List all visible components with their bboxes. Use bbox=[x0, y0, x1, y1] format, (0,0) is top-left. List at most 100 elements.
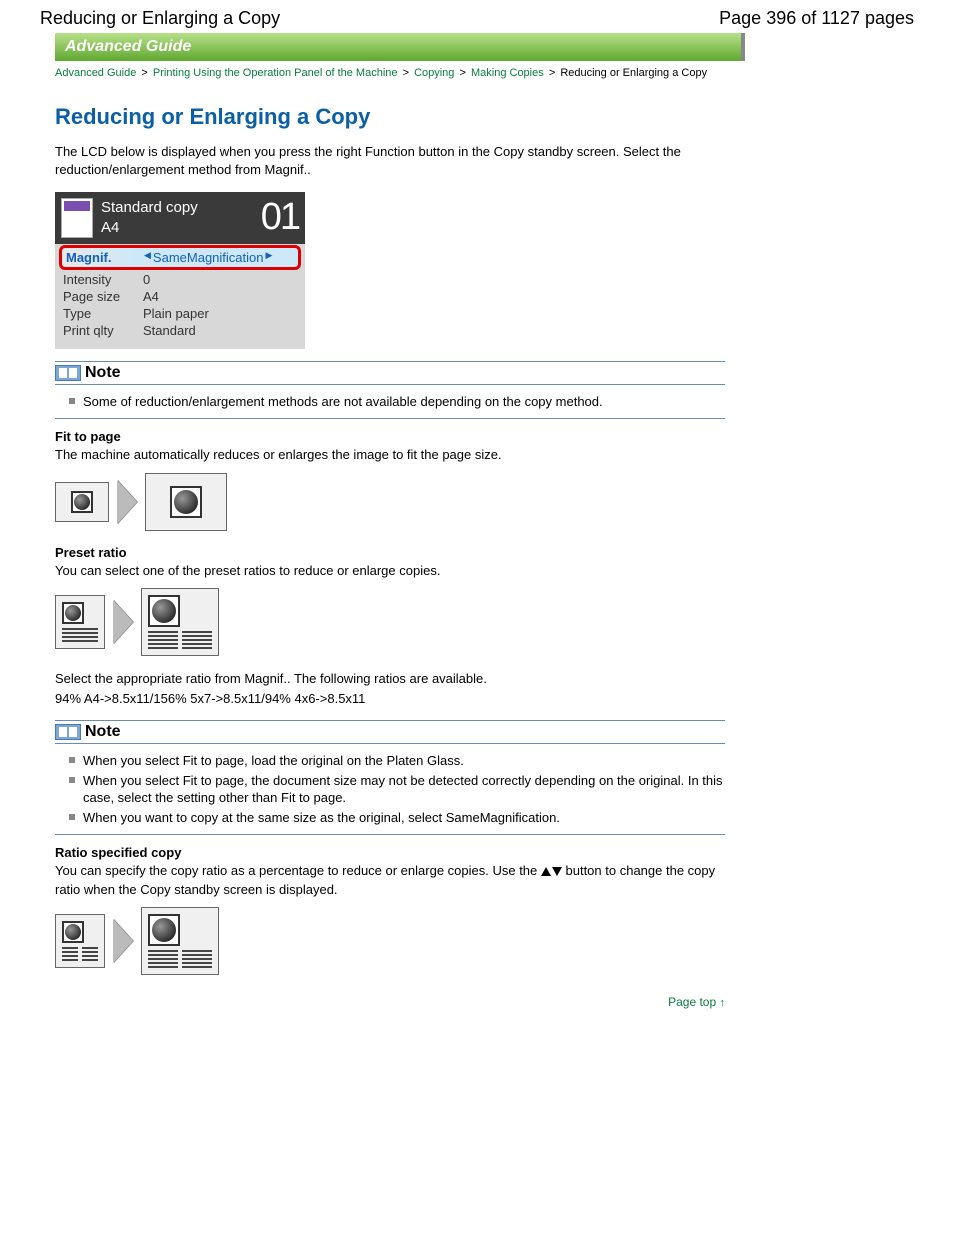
page-top-link[interactable]: Page top bbox=[668, 995, 716, 1009]
globe-icon bbox=[62, 921, 84, 943]
lcd-val: SameMagnification bbox=[153, 250, 264, 265]
banner-text: Advanced Guide bbox=[65, 38, 191, 56]
note-icon bbox=[55, 365, 81, 381]
lcd-header-text: Standard copy A4 bbox=[101, 198, 198, 237]
lcd-key: Intensity bbox=[63, 272, 143, 287]
up-down-button-icon bbox=[541, 867, 562, 876]
lcd-screenshot: Standard copy A4 01 Magnif. ◀ SameMagnif… bbox=[55, 192, 305, 349]
globe-icon bbox=[148, 595, 180, 627]
thumb-doc-large bbox=[141, 588, 219, 656]
page-title: Reducing or Enlarging a Copy bbox=[55, 104, 740, 130]
lcd-val: Standard bbox=[143, 323, 196, 338]
preset-line2: 94% A4->8.5x11/156% 5x7->8.5x11/94% 4x6-… bbox=[55, 690, 740, 708]
ratio-desc: You can specify the copy ratio as a perc… bbox=[55, 862, 740, 898]
preset-title: Preset ratio bbox=[55, 545, 740, 560]
thumb-large bbox=[145, 473, 227, 531]
lcd-count: 01 bbox=[261, 196, 299, 239]
bullet-icon bbox=[69, 777, 75, 783]
advanced-guide-banner: Advanced Guide bbox=[55, 33, 745, 61]
arrow-right-icon bbox=[117, 480, 137, 524]
crumb-sep: > bbox=[547, 67, 557, 79]
lcd-header: Standard copy A4 01 bbox=[55, 192, 305, 244]
bullet-icon bbox=[69, 757, 75, 763]
fit-diagram bbox=[55, 473, 740, 531]
crumb-current: Reducing or Enlarging a Copy bbox=[560, 67, 707, 79]
ratio-title: Ratio specified copy bbox=[55, 845, 740, 860]
note-header: Note bbox=[55, 364, 725, 385]
globe-icon bbox=[62, 602, 84, 624]
note-item: Some of reduction/enlargement methods ar… bbox=[69, 393, 725, 411]
note-text: When you select Fit to page, the documen… bbox=[83, 772, 725, 807]
globe-icon bbox=[170, 486, 202, 518]
lcd-key: Type bbox=[63, 306, 143, 321]
crumb-copying[interactable]: Copying bbox=[414, 67, 454, 79]
crumb-sep: > bbox=[401, 67, 411, 79]
crumb-sep: > bbox=[457, 67, 467, 79]
content: Advanced Guide Advanced Guide > Printing… bbox=[0, 33, 740, 1009]
lcd-val: 0 bbox=[143, 272, 150, 287]
crumb-making-copies[interactable]: Making Copies bbox=[471, 67, 544, 79]
note-box-2: Note When you select Fit to page, load t… bbox=[55, 720, 725, 835]
header-title-right: Page 396 of 1127 pages bbox=[719, 8, 914, 29]
note-text: Some of reduction/enlargement methods ar… bbox=[83, 393, 603, 411]
lcd-row-magnif: Magnif. ◀ SameMagnification ▶ bbox=[59, 245, 301, 270]
thumb-doc-small bbox=[55, 595, 105, 649]
arrow-right-icon bbox=[113, 600, 133, 644]
breadcrumb: Advanced Guide > Printing Using the Oper… bbox=[55, 61, 735, 86]
note-text: When you want to copy at the same size a… bbox=[83, 809, 560, 827]
lcd-val: Plain paper bbox=[143, 306, 209, 321]
note-body: Some of reduction/enlargement methods ar… bbox=[55, 385, 725, 417]
note-header: Note bbox=[55, 723, 725, 744]
note-label: Note bbox=[85, 364, 121, 382]
note-body: When you select Fit to page, load the or… bbox=[55, 744, 725, 832]
crumb-sep: > bbox=[139, 67, 149, 79]
lcd-title: Standard copy bbox=[101, 198, 198, 218]
globe-icon bbox=[71, 491, 93, 513]
note-text: When you select Fit to page, load the or… bbox=[83, 752, 464, 770]
lcd-key: Page size bbox=[63, 289, 143, 304]
note-icon bbox=[55, 724, 81, 740]
thumb-doc-small bbox=[55, 914, 105, 968]
text-lines-icon bbox=[148, 950, 212, 968]
text-lines-icon bbox=[148, 631, 212, 649]
page-header: Reducing or Enlarging a Copy Page 396 of… bbox=[0, 0, 954, 33]
lcd-key: Print qlty bbox=[63, 323, 143, 338]
triangle-left-icon: ◀ bbox=[142, 250, 153, 265]
ratio-desc-a: You can specify the copy ratio as a perc… bbox=[55, 863, 541, 878]
page-top-label: Page top bbox=[668, 995, 716, 1009]
arrow-up-icon: ↑ bbox=[720, 997, 726, 1009]
page-top-link-row: Page top ↑ bbox=[55, 995, 725, 1009]
thumb-small bbox=[55, 482, 109, 522]
triangle-right-icon: ▶ bbox=[263, 250, 274, 265]
lcd-row-pagesize: Page size A4 bbox=[55, 288, 305, 305]
text-lines-icon bbox=[62, 628, 98, 642]
crumb-advanced-guide[interactable]: Advanced Guide bbox=[55, 67, 136, 79]
header-title-left: Reducing or Enlarging a Copy bbox=[40, 8, 280, 29]
lcd-key: Magnif. bbox=[66, 250, 142, 265]
lcd-doc-icon bbox=[61, 198, 93, 238]
note-item: When you select Fit to page, the documen… bbox=[69, 772, 725, 807]
preset-diagram bbox=[55, 588, 740, 656]
note-item: When you select Fit to page, load the or… bbox=[69, 752, 725, 770]
bullet-icon bbox=[69, 398, 75, 404]
fit-desc: The machine automatically reduces or enl… bbox=[55, 446, 740, 464]
globe-icon bbox=[148, 914, 180, 946]
fit-title: Fit to page bbox=[55, 429, 740, 444]
text-lines-icon bbox=[62, 947, 98, 961]
note-item: When you want to copy at the same size a… bbox=[69, 809, 725, 827]
lcd-row-type: Type Plain paper bbox=[55, 305, 305, 322]
arrow-right-icon bbox=[113, 919, 133, 963]
preset-desc: You can select one of the preset ratios … bbox=[55, 562, 740, 580]
crumb-printing-panel[interactable]: Printing Using the Operation Panel of th… bbox=[153, 67, 398, 79]
bullet-icon bbox=[69, 814, 75, 820]
preset-line1: Select the appropriate ratio from Magnif… bbox=[55, 670, 740, 688]
note-box-1: Note Some of reduction/enlargement metho… bbox=[55, 361, 725, 420]
thumb-doc-large bbox=[141, 907, 219, 975]
note-label: Note bbox=[85, 723, 121, 741]
ratio-diagram bbox=[55, 907, 740, 975]
lcd-row-printqlty: Print qlty Standard bbox=[55, 322, 305, 339]
lcd-subtitle: A4 bbox=[101, 218, 198, 238]
intro-text: The LCD below is displayed when you pres… bbox=[55, 143, 715, 179]
lcd-val: A4 bbox=[143, 289, 159, 304]
lcd-row-intensity: Intensity 0 bbox=[55, 271, 305, 288]
